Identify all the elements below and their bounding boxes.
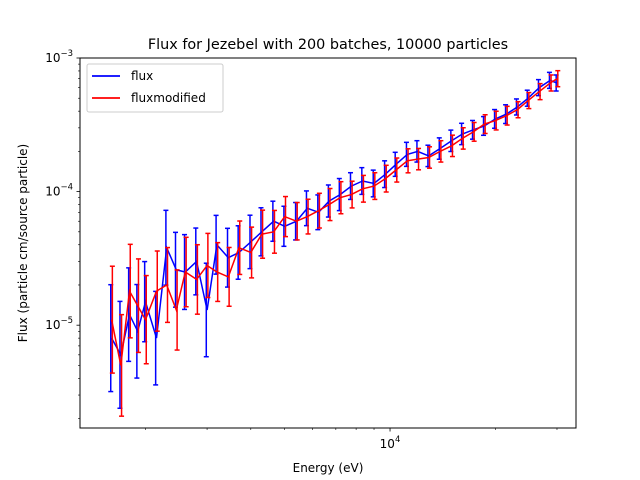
error-bar: [338, 180, 344, 215]
error-bar: [471, 121, 477, 142]
error-bar: [183, 236, 189, 308]
error-bar: [226, 246, 232, 308]
y-tick-label: 10−3: [45, 49, 73, 65]
error-bar: [526, 91, 532, 110]
y-axis-label: Flux (particle cm/source particle): [16, 144, 30, 342]
error-bar: [460, 126, 466, 150]
x-tick-label: 104: [380, 435, 401, 451]
series-fluxmodified: [109, 69, 561, 417]
error-bar: [215, 241, 221, 303]
error-bar: [515, 100, 521, 119]
error-bar: [283, 195, 289, 238]
error-bar: [154, 250, 160, 332]
error-bar: [109, 265, 115, 374]
error-bar: [294, 201, 300, 241]
axes-frame: [79, 57, 577, 429]
error-bar: [305, 198, 311, 235]
error-bar: [493, 110, 499, 131]
error-bar: [174, 269, 180, 351]
error-bar: [119, 313, 125, 417]
error-bar: [372, 171, 378, 201]
y-tick-label: 10−4: [45, 183, 73, 199]
axis-ticks: 10−5 10−4 10−3 104: [45, 49, 558, 451]
legend-box: [86, 63, 224, 113]
error-bar: [405, 148, 411, 174]
error-bar: [416, 147, 422, 171]
error-bar: [316, 192, 322, 229]
error-bar: [135, 258, 141, 354]
error-bar: [143, 274, 149, 365]
error-bar: [383, 164, 389, 193]
x-axis-label: Energy (eV): [293, 461, 364, 475]
series-line-fluxmodified: [110, 78, 558, 366]
error-bar: [449, 134, 455, 158]
error-bar: [165, 246, 171, 324]
plot-area: [108, 69, 561, 417]
error-bar: [555, 69, 561, 88]
error-bar: [537, 82, 543, 101]
legend-label-flux: flux: [131, 69, 153, 83]
error-bar: [249, 226, 255, 279]
error-bar: [260, 209, 266, 259]
error-bar: [271, 209, 277, 254]
error-bar: [127, 243, 133, 339]
error-bar: [504, 105, 510, 126]
error-bar: [205, 232, 211, 299]
error-bar: [349, 180, 355, 209]
chart-title: Flux for Jezebel with 200 batches, 10000…: [148, 37, 508, 53]
error-bar: [427, 146, 433, 169]
error-bar: [237, 220, 243, 276]
error-bar: [482, 114, 488, 135]
error-bar: [327, 187, 333, 222]
error-bar: [194, 243, 200, 315]
error-bar: [394, 157, 400, 183]
error-bar: [438, 139, 444, 163]
error-bar: [360, 174, 366, 203]
error-bar: [548, 74, 554, 92]
y-tick-label: 10−5: [45, 316, 73, 332]
legend-label-fluxmodified: fluxmodified: [131, 91, 206, 105]
legend: flux fluxmodified: [86, 63, 224, 113]
